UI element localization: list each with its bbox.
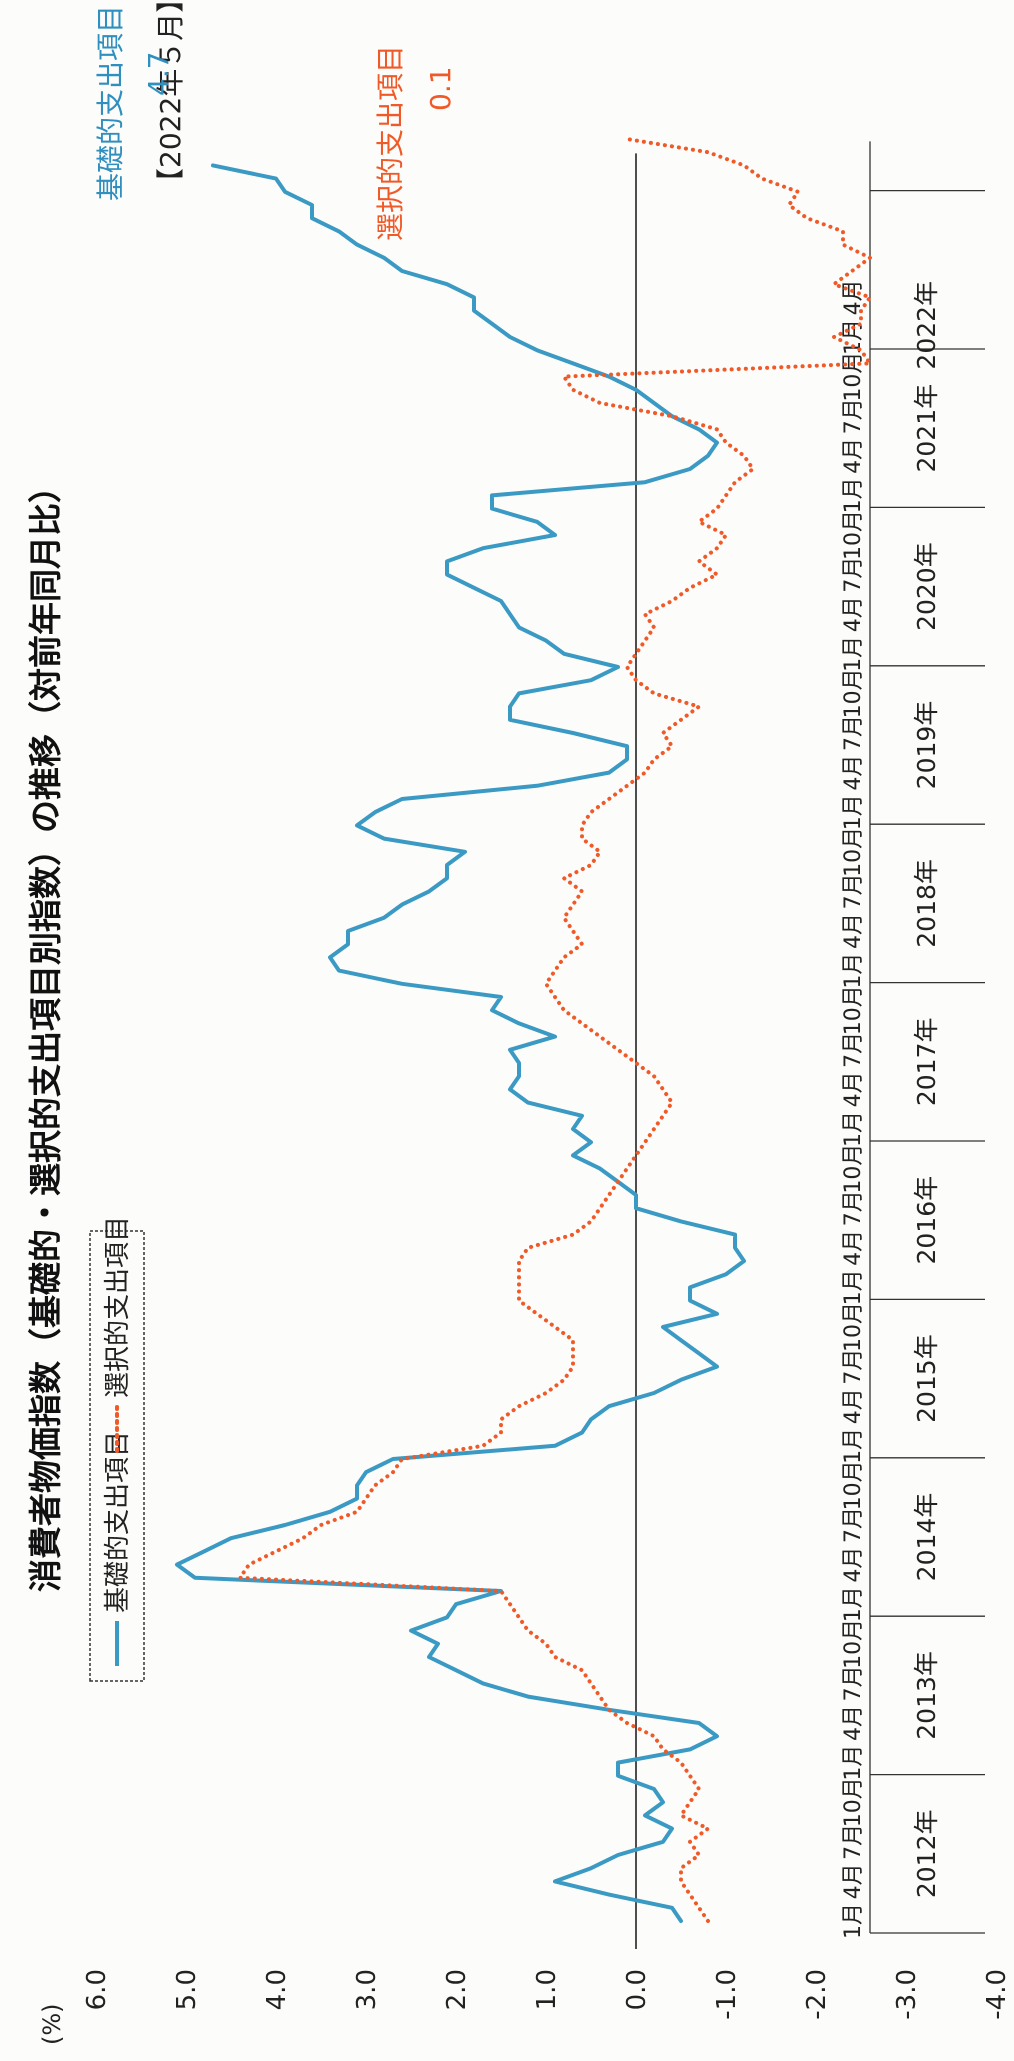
x-tick-month-label: 1月 — [841, 319, 866, 355]
y-tick-label: 4.0 — [262, 1969, 292, 2010]
x-tick-year-label: 2022年 — [912, 281, 941, 370]
annotation-basic-label: 基礎的支出項目 — [94, 5, 127, 201]
annotation-header: 【2022年５月】 — [154, 0, 187, 196]
legend-label-selective: 選択的支出項目 — [103, 1216, 133, 1398]
x-tick-month-label: 1月 — [841, 1111, 866, 1147]
y-tick-label: 0.0 — [622, 1969, 652, 2010]
x-tick-month-label: 10月 — [841, 510, 866, 560]
y-tick-label: 1.0 — [532, 1969, 562, 2010]
x-tick-year-label: 2012年 — [912, 1809, 941, 1898]
x-tick-month-label: 10月 — [841, 1144, 866, 1194]
x-tick-year-label: 2017年 — [912, 1017, 941, 1106]
y-tick-label: 6.0 — [82, 1969, 112, 2010]
x-tick-month-label: 1月 — [841, 953, 866, 989]
x-tick-year-label: 2018年 — [912, 859, 941, 948]
x-tick-month-label: 7月 — [841, 557, 866, 593]
x-tick-month-label: 4月 — [841, 1230, 866, 1266]
series-line-basic — [175, 163, 746, 1923]
x-tick-month-label: 10月 — [841, 1302, 866, 1352]
y-tick-label: 2.0 — [442, 1969, 472, 2010]
x-tick-month-label: 1月 — [841, 1428, 866, 1464]
x-tick-year-label: 2020年 — [912, 542, 941, 631]
x-tick-year-label: 2021年 — [912, 384, 941, 473]
y-axis-tick-labels: 6.0 5.0 4.0 3.0 2.0 1.0 0.0 -1.0 -2.0 -3.0 -4.0 — [82, 1969, 1012, 2020]
x-axis: 1月4月7月10月2012年1月4月7月10月2013年1月4月7月10月201… — [635, 141, 985, 1949]
latest-value-annotation: 【2022年５月】 基礎的支出項目 4.7 選択的支出項目 0.1 — [94, 0, 457, 241]
x-tick-month-label: 4月 — [841, 913, 866, 949]
x-tick-month-label: 1月 — [841, 1903, 866, 1939]
y-tick-label: 3.0 — [352, 1969, 382, 2010]
y-tick-label: -3.0 — [892, 1969, 922, 2020]
annotation-selective-value: 0.1 — [424, 66, 457, 111]
x-tick-year-label: 2015年 — [912, 1334, 941, 1423]
x-tick-month-label: 4月 — [841, 755, 866, 791]
y-tick-label: -1.0 — [712, 1969, 742, 2020]
x-tick-month-label: 1月 — [841, 636, 866, 672]
x-tick-month-label: 1月 — [841, 794, 866, 830]
x-tick-month-label: 4月 — [841, 1388, 866, 1424]
x-tick-year-label: 2016年 — [912, 1176, 941, 1265]
x-tick-month-label: 10月 — [841, 352, 866, 402]
x-tick-month-label: 7月 — [841, 1824, 866, 1860]
x-tick-month-label: 7月 — [841, 873, 866, 909]
y-axis-unit-label: (%) — [38, 2003, 66, 2045]
x-tick-month-label: 4月 — [841, 596, 866, 632]
x-tick-month-label: 1月 — [841, 1269, 866, 1305]
x-tick-month-label: 7月 — [841, 398, 866, 434]
x-tick-month-label: 1月 — [841, 1745, 866, 1781]
annotation-selective-label: 選択的支出項目 — [374, 45, 407, 241]
x-tick-month-label: 7月 — [841, 1507, 866, 1543]
x-tick-month-label: 10月 — [841, 1460, 866, 1510]
x-tick-year-label: 2014年 — [912, 1493, 941, 1582]
legend-box — [89, 1230, 145, 1682]
x-tick-month-label: 10月 — [841, 985, 866, 1035]
x-tick-month-label: 7月 — [841, 715, 866, 751]
chart-title: 消費者物価指数（基礎的・選択的支出項目別指数）の推移（対前年同月比） — [26, 470, 65, 1592]
x-tick-month-label: 4月 — [841, 1705, 866, 1741]
x-tick-month-label: 4月 — [841, 1863, 866, 1899]
x-tick-month-label: 10月 — [841, 1777, 866, 1827]
x-tick-month-label: 7月 — [841, 1665, 866, 1701]
legend-label-basic: 基礎的支出項目 — [103, 1431, 133, 1613]
data-lines — [175, 137, 872, 1923]
y-tick-label: 5.0 — [172, 1969, 202, 2010]
x-tick-month-label: 10月 — [841, 1619, 866, 1669]
x-tick-month-label: 10月 — [841, 668, 866, 718]
x-tick-month-label: 10月 — [841, 827, 866, 877]
annotation-basic-value: 4.7 — [142, 51, 175, 96]
x-tick-year-label: 2013年 — [912, 1651, 941, 1740]
y-tick-label: -4.0 — [982, 1969, 1012, 2020]
x-tick-year-label: 2019年 — [912, 701, 941, 790]
x-tick-month-label: 1月 — [841, 1586, 866, 1622]
x-tick-month-label: 4月 — [841, 438, 866, 474]
x-tick-month-label: 4月 — [841, 1071, 866, 1107]
x-tick-month-label: 7月 — [841, 1349, 866, 1385]
x-tick-month-label: 1月 — [841, 477, 866, 513]
legend: 基礎的支出項目 選択的支出項目 — [89, 1216, 145, 1682]
x-tick-month-label: 7月 — [841, 1032, 866, 1068]
x-tick-month-label: 4月 — [841, 1547, 866, 1583]
series-line-selective — [238, 137, 872, 1923]
x-tick-month-label: 7月 — [841, 1190, 866, 1226]
y-tick-label: -2.0 — [802, 1969, 832, 2020]
